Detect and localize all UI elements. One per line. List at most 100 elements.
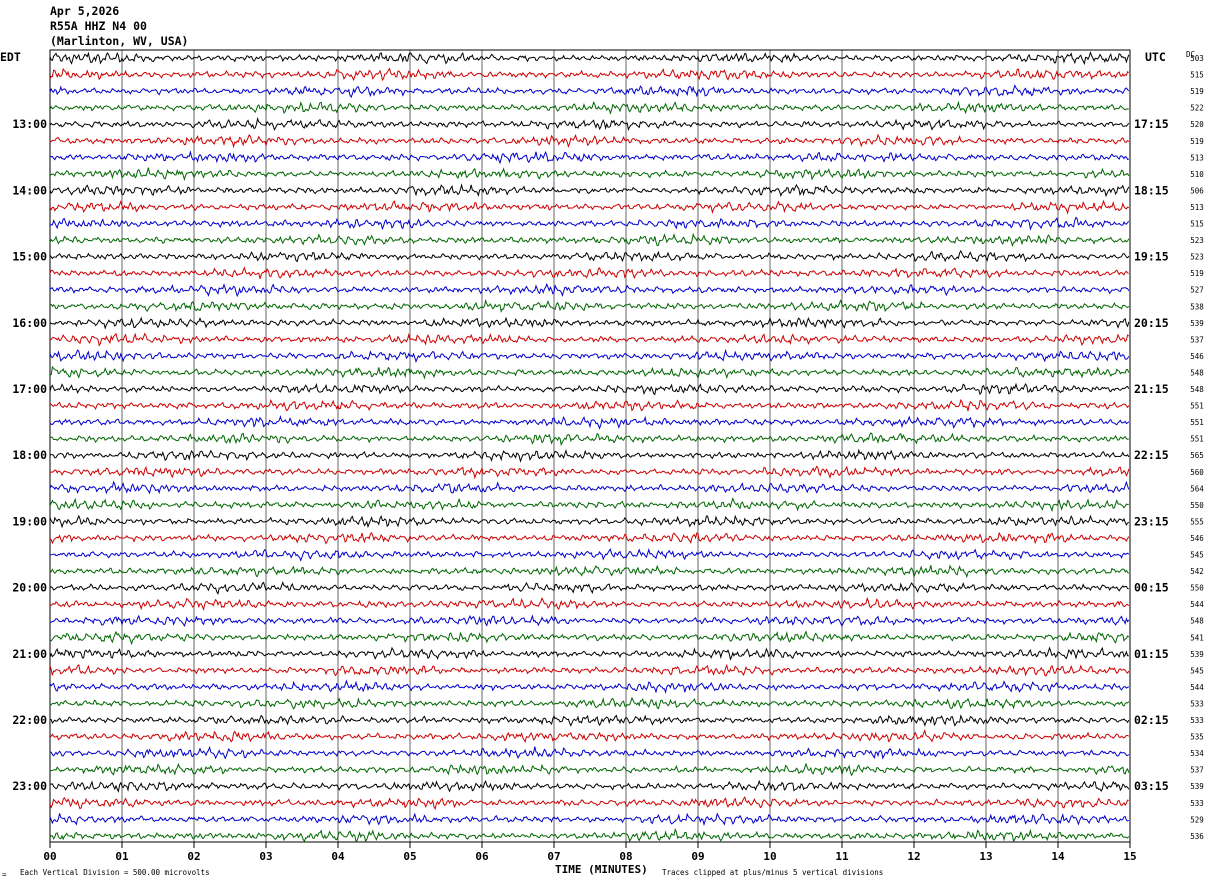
x-tick-label: 14 — [1051, 850, 1065, 863]
seismic-trace — [49, 531, 1130, 545]
dc-offset-label: 551 — [1190, 418, 1204, 427]
dc-offset-label: 539 — [1190, 782, 1204, 791]
seismic-trace — [49, 332, 1130, 347]
dc-offset-label: 539 — [1190, 319, 1204, 328]
seismic-trace — [49, 415, 1130, 430]
dc-offset-label: 546 — [1190, 352, 1204, 361]
left-hour-label: 19:00 — [12, 514, 47, 528]
seismic-trace — [49, 762, 1130, 777]
right-hour-label: 21:15 — [1134, 382, 1169, 396]
seismic-trace — [49, 150, 1129, 165]
seismic-trace — [49, 564, 1130, 579]
dc-offset-label: 551 — [1190, 435, 1204, 444]
seismic-trace — [49, 266, 1129, 280]
right-hour-label: 17:15 — [1134, 117, 1169, 131]
right-hour-label: 00:15 — [1134, 581, 1169, 595]
seismic-trace — [49, 796, 1129, 811]
right-timezone-label: UTC — [1145, 50, 1166, 64]
seismic-trace — [49, 714, 1130, 727]
dc-offset-label: 551 — [1190, 402, 1204, 411]
seismic-trace — [49, 365, 1130, 380]
left-hour-label: 15:00 — [12, 250, 47, 264]
seismic-trace — [49, 696, 1130, 710]
x-tick-label: 07 — [547, 850, 560, 863]
dc-offset-label: 534 — [1190, 749, 1204, 758]
left-hour-label: 22:00 — [12, 713, 47, 727]
seismic-trace — [49, 514, 1130, 529]
right-hour-label: 22:15 — [1134, 448, 1169, 462]
seismic-trace — [49, 232, 1130, 248]
dc-offset-label: 548 — [1190, 368, 1204, 377]
dc-offset-label: 510 — [1190, 170, 1204, 179]
seismic-trace — [49, 249, 1130, 263]
dc-offset-label: 544 — [1190, 683, 1204, 692]
scale-note: Each Vertical Division = 500.00 microvol… — [20, 868, 210, 877]
x-tick-label: 02 — [187, 850, 200, 863]
dc-offset-label: 548 — [1190, 385, 1204, 394]
seismic-trace — [49, 282, 1130, 298]
x-tick-label: 05 — [403, 850, 416, 863]
dc-offset-label: 503 — [1190, 54, 1204, 63]
seismic-trace — [49, 828, 1130, 843]
location-label: (Marlinton, WV, USA) — [50, 34, 189, 48]
date-label: Apr 5,2026 — [50, 4, 120, 18]
seismic-trace — [49, 614, 1130, 627]
dc-offset-label: 523 — [1190, 236, 1204, 245]
left-hour-label: 14:00 — [12, 183, 47, 197]
x-tick-label: 09 — [691, 850, 704, 863]
left-hour-label: 20:00 — [12, 581, 47, 595]
plot-frame — [49, 49, 1131, 843]
station-label: R55A HHZ N4 00 — [50, 19, 147, 33]
dc-offset-label: 537 — [1190, 766, 1204, 775]
x-tick-label: 11 — [835, 850, 849, 863]
dc-offset-label: 536 — [1190, 832, 1204, 841]
x-tick-label: 13 — [979, 850, 992, 863]
seismic-trace — [49, 729, 1130, 744]
seismic-trace — [49, 133, 1130, 149]
seismic-trace — [49, 216, 1130, 231]
dc-offset-label: 520 — [1190, 120, 1204, 129]
seismic-trace — [49, 183, 1130, 198]
dc-offset-label: 523 — [1190, 253, 1204, 262]
left-hour-label: 21:00 — [12, 647, 47, 661]
dc-header-label: DC — [1186, 50, 1196, 59]
dc-offset-label: 522 — [1190, 104, 1204, 113]
seismic-trace — [49, 50, 1130, 66]
dc-offset-label: 513 — [1190, 153, 1204, 162]
left-hour-label: 13:00 — [12, 117, 47, 131]
right-hour-label: 23:15 — [1134, 514, 1169, 528]
seismic-trace — [49, 199, 1130, 215]
x-tick-label: 08 — [619, 850, 632, 863]
seismic-trace — [49, 316, 1130, 330]
seismic-trace — [49, 630, 1130, 646]
dc-offset-label: 515 — [1190, 71, 1204, 80]
dc-offset-label: 537 — [1190, 335, 1204, 344]
seismic-trace — [49, 84, 1130, 99]
dc-offset-label: 550 — [1190, 584, 1204, 593]
left-hour-label: 18:00 — [12, 448, 47, 462]
left-hour-label: 23:00 — [12, 779, 47, 793]
seismic-trace — [49, 298, 1130, 313]
dc-offset-label: 519 — [1190, 137, 1204, 146]
seismic-trace — [49, 398, 1130, 412]
left-timezone-label: EDT — [0, 50, 21, 64]
dc-offset-label: 533 — [1190, 699, 1204, 708]
x-tick-label: 00 — [43, 850, 56, 863]
seismic-trace — [49, 596, 1130, 611]
seismic-trace — [49, 779, 1130, 793]
seismic-trace — [49, 67, 1130, 82]
dc-offset-label: 513 — [1190, 203, 1204, 212]
seismic-trace — [49, 348, 1130, 363]
dc-offset-label: 527 — [1190, 286, 1204, 295]
x-tick-label: 04 — [331, 850, 345, 863]
seismic-trace — [49, 116, 1130, 132]
dc-offset-label: 542 — [1190, 567, 1204, 576]
dc-offset-label: 545 — [1190, 666, 1204, 675]
right-hour-label: 01:15 — [1134, 647, 1169, 661]
right-hour-label: 03:15 — [1134, 779, 1169, 793]
dc-offset-label: 550 — [1190, 501, 1204, 510]
corner-mark: = — [2, 870, 7, 879]
dc-offset-label: 539 — [1190, 650, 1204, 659]
dc-offset-label: 533 — [1190, 799, 1204, 808]
clip-note: Traces clipped at plus/minus 5 vertical … — [662, 868, 884, 877]
